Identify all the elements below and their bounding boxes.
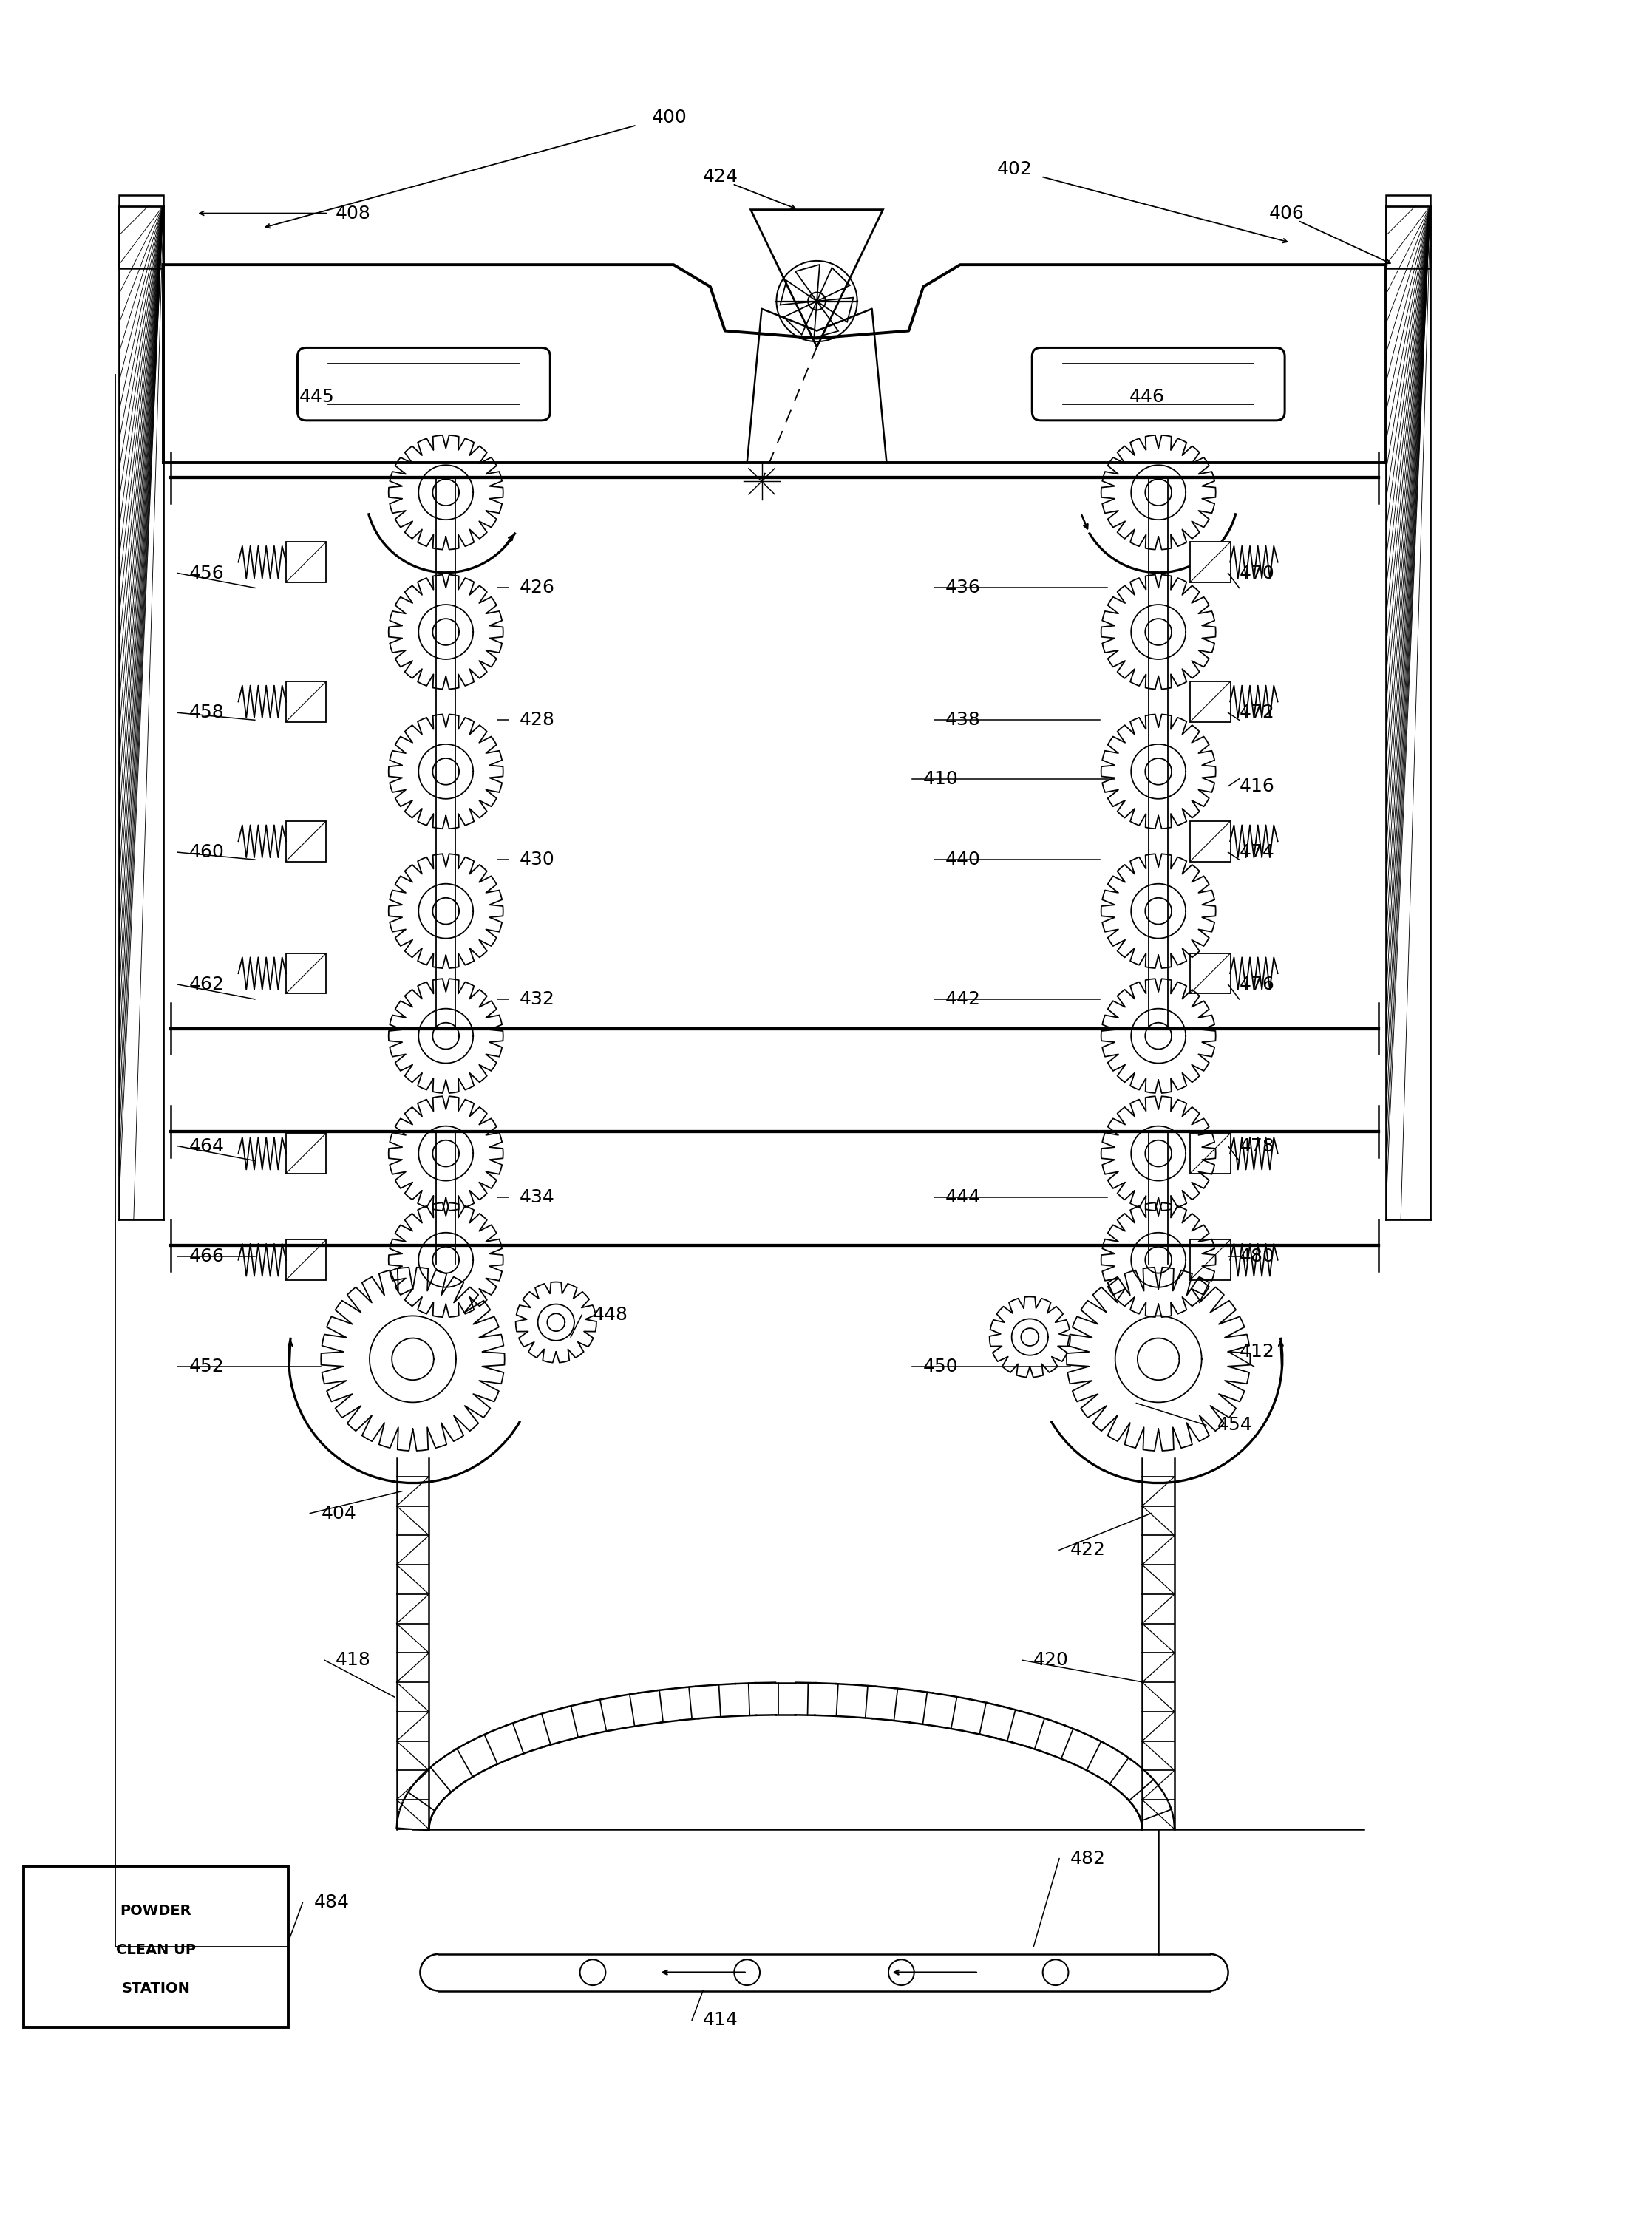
Text: 416: 416: [1239, 776, 1275, 794]
Bar: [1189, 954, 1231, 994]
Text: 428: 428: [519, 712, 555, 730]
Text: 470: 470: [1239, 563, 1274, 581]
Text: 480: 480: [1239, 1247, 1275, 1264]
Text: 432: 432: [519, 989, 555, 1007]
Text: 464: 464: [188, 1138, 225, 1156]
Bar: [286, 1133, 325, 1173]
Bar: [23, 1865, 287, 2027]
Text: CLEAN UP: CLEAN UP: [116, 1943, 195, 1956]
Bar: [286, 1240, 325, 1280]
Bar: [1386, 195, 1431, 268]
Text: 474: 474: [1239, 843, 1275, 861]
Text: 476: 476: [1239, 976, 1275, 994]
Polygon shape: [750, 211, 882, 346]
Text: 414: 414: [704, 2012, 738, 2029]
Text: 402: 402: [996, 160, 1032, 177]
Text: STATION: STATION: [121, 1981, 190, 1996]
Text: 454: 454: [1218, 1417, 1252, 1435]
Bar: [286, 821, 325, 861]
Text: 456: 456: [188, 563, 225, 581]
Text: 458: 458: [188, 703, 225, 721]
Text: 426: 426: [519, 579, 555, 597]
Text: 440: 440: [945, 852, 981, 869]
Text: 410: 410: [923, 770, 958, 787]
Bar: [119, 195, 164, 268]
Text: 424: 424: [704, 169, 738, 186]
Text: POWDER: POWDER: [121, 1903, 192, 1919]
Text: 406: 406: [1269, 204, 1303, 222]
Text: 400: 400: [651, 109, 687, 126]
Text: 448: 448: [593, 1306, 628, 1324]
Text: 430: 430: [519, 852, 555, 869]
Text: 478: 478: [1239, 1138, 1275, 1156]
Bar: [1189, 541, 1231, 583]
Bar: [1189, 821, 1231, 861]
Text: 482: 482: [1070, 1850, 1105, 1868]
Text: 422: 422: [1070, 1542, 1105, 1559]
Text: 418: 418: [335, 1652, 372, 1670]
Text: 436: 436: [945, 579, 981, 597]
Text: 444: 444: [945, 1189, 981, 1207]
Text: 462: 462: [188, 976, 225, 994]
Text: 434: 434: [519, 1189, 555, 1207]
Text: 460: 460: [188, 843, 225, 861]
FancyBboxPatch shape: [297, 348, 550, 421]
Text: 472: 472: [1239, 703, 1275, 721]
Text: 404: 404: [320, 1504, 357, 1522]
Bar: [286, 954, 325, 994]
Text: 420: 420: [1034, 1652, 1069, 1670]
Bar: [1189, 1240, 1231, 1280]
Text: 408: 408: [335, 204, 372, 222]
Text: 452: 452: [188, 1357, 225, 1375]
Text: 442: 442: [945, 989, 981, 1007]
Bar: [286, 681, 325, 721]
Bar: [1189, 1133, 1231, 1173]
Bar: [1189, 681, 1231, 721]
Text: 484: 484: [314, 1894, 349, 1912]
FancyBboxPatch shape: [1032, 348, 1285, 421]
Text: 412: 412: [1239, 1342, 1275, 1360]
Bar: [286, 541, 325, 583]
Text: 445: 445: [299, 388, 334, 406]
Text: 446: 446: [1128, 388, 1165, 406]
Text: 466: 466: [188, 1247, 225, 1264]
Text: 450: 450: [923, 1357, 958, 1375]
Text: 438: 438: [945, 712, 981, 730]
